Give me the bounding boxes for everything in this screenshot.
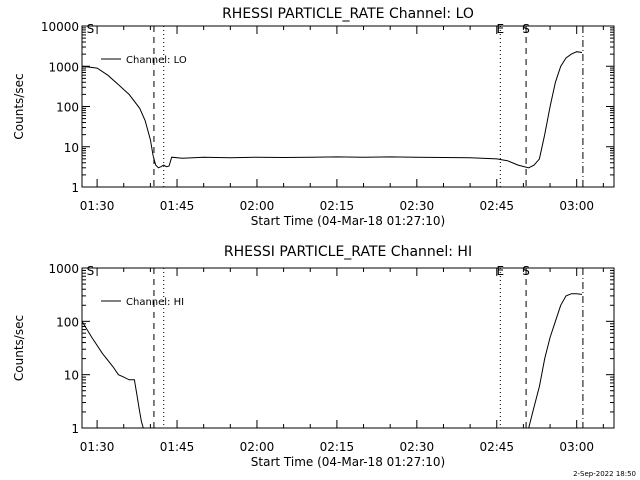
chart2-legend-label: Channel: HI xyxy=(126,297,184,308)
chart1-y-tick-label: 1000 xyxy=(48,60,79,74)
chart1-x-tick-label: 02:45 xyxy=(479,199,514,213)
chart2-event-marker: S xyxy=(522,264,530,278)
chart1-y-tick-label: 10000 xyxy=(41,20,79,34)
chart1-event-marker: S xyxy=(522,22,530,36)
chart2-x-tick-label: 01:45 xyxy=(160,440,195,454)
chart2-plot-frame xyxy=(81,267,615,429)
chart1-x-tick-label: 02:30 xyxy=(400,199,435,213)
chart1-x-tick-label: 01:45 xyxy=(160,199,195,213)
chart1-x-tick-label: 03:00 xyxy=(559,199,594,213)
chart1-legend-label: Channel: LO xyxy=(126,55,187,66)
chart1-y-tick-label: 1 xyxy=(71,181,79,195)
chart1-x-tick-label: 01:30 xyxy=(80,199,115,213)
chart1-y-tick-label: 100 xyxy=(56,101,79,115)
chart1-event-marker: E xyxy=(497,22,505,36)
chart2-x-tick-label: 02:30 xyxy=(400,440,435,454)
chart2-event-marker: S xyxy=(87,264,95,278)
chart2-x-tick-label: 03:00 xyxy=(559,440,594,454)
chart2-x-tick-label: 02:15 xyxy=(320,440,355,454)
chart2-y-tick-label: 1000 xyxy=(48,262,79,276)
chart2-y-tick-label: 1 xyxy=(71,422,79,436)
chart1-y-axis-label: Counts/sec xyxy=(12,73,26,139)
chart2-x-tick-label: 02:45 xyxy=(479,440,514,454)
chart2-x-axis-label: Start Time (04-Mar-18 01:27:10) xyxy=(251,455,445,469)
chart2-y-tick-label: 100 xyxy=(56,315,79,329)
chart1-series-line-1 xyxy=(81,51,583,169)
chart2-y-tick-label: 10 xyxy=(64,369,79,383)
footer-stamp: 2-Sep-2022 18:50 xyxy=(573,470,636,478)
chart2-series-line-1 xyxy=(81,293,583,429)
chart2-x-tick-label: 01:30 xyxy=(80,440,115,454)
chart2-y-axis-label: Counts/sec xyxy=(12,315,26,381)
chart2-title: RHESSI PARTICLE_RATE Channel: HI xyxy=(224,244,472,260)
chart1-y-tick-label: 10 xyxy=(64,141,79,155)
chart1-x-tick-label: 02:00 xyxy=(240,199,275,213)
chart1-plot-frame xyxy=(81,25,615,188)
chart2-event-marker: E xyxy=(497,264,505,278)
chart1-x-tick-label: 02:15 xyxy=(320,199,355,213)
chart1-x-axis-label: Start Time (04-Mar-18 01:27:10) xyxy=(251,214,445,228)
chart1-event-marker: S xyxy=(87,22,95,36)
chart1-title: RHESSI PARTICLE_RATE Channel: LO xyxy=(222,6,474,22)
chart2-x-tick-label: 02:00 xyxy=(240,440,275,454)
